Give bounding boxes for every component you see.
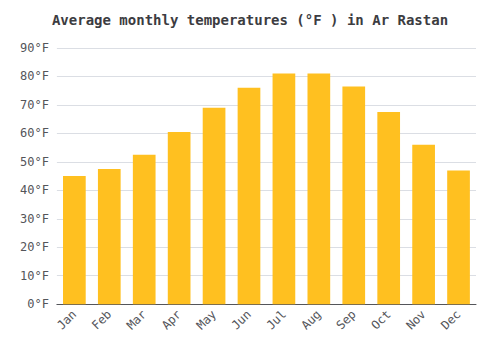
- svg-text:Sep: Sep: [333, 307, 358, 332]
- svg-text:50°F: 50°F: [20, 155, 49, 169]
- svg-text:70°F: 70°F: [20, 98, 49, 112]
- svg-text:90°F: 90°F: [20, 41, 49, 55]
- svg-text:Jun: Jun: [229, 307, 254, 332]
- svg-text:Nov: Nov: [403, 307, 428, 332]
- svg-text:Feb: Feb: [89, 307, 114, 332]
- svg-text:Apr: Apr: [159, 307, 184, 332]
- svg-text:0°F: 0°F: [27, 297, 49, 311]
- svg-text:Average monthly temperatures (: Average monthly temperatures (°F ) in Ar…: [52, 12, 448, 28]
- svg-text:Oct: Oct: [368, 307, 393, 332]
- svg-text:Jul: Jul: [264, 307, 289, 332]
- svg-text:Jan: Jan: [54, 307, 79, 332]
- svg-text:10°F: 10°F: [20, 269, 49, 283]
- svg-text:Mar: Mar: [124, 307, 149, 332]
- svg-text:60°F: 60°F: [20, 126, 49, 140]
- svg-text:Aug: Aug: [299, 307, 324, 332]
- svg-text:30°F: 30°F: [20, 212, 49, 226]
- svg-text:40°F: 40°F: [20, 183, 49, 197]
- svg-text:20°F: 20°F: [20, 240, 49, 254]
- svg-text:80°F: 80°F: [20, 69, 49, 83]
- svg-text:Dec: Dec: [438, 307, 463, 332]
- svg-text:May: May: [194, 307, 219, 332]
